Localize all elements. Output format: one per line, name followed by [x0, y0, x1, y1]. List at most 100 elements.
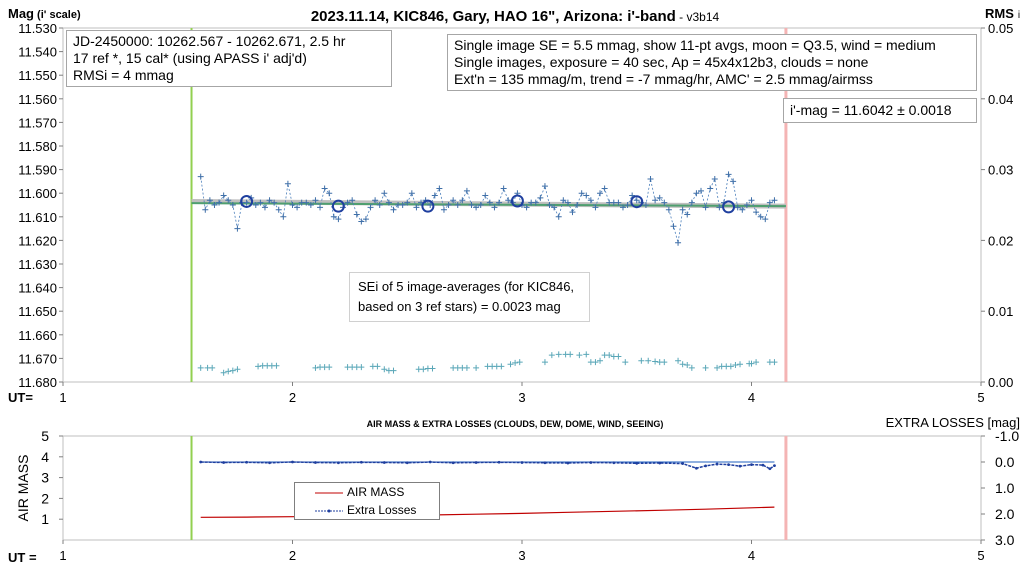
- lower-y-tick-label: 3: [41, 470, 49, 486]
- single-image-point: [679, 206, 686, 213]
- single-image-point: [505, 197, 512, 204]
- single-image-point: [546, 202, 553, 208]
- single-image-point: [367, 204, 374, 211]
- legend-item-extra-losses: Extra Losses: [347, 503, 417, 517]
- single-image-point: [197, 173, 204, 180]
- extra-losses-point: [761, 463, 765, 467]
- average-point: [421, 199, 435, 213]
- single-image-point: [344, 199, 351, 206]
- rms-point: [652, 358, 659, 365]
- rms-point: [473, 364, 480, 371]
- rms-point: [209, 364, 216, 371]
- rms-point: [225, 368, 232, 375]
- lower-y2-tick-label: 2.0: [995, 506, 1015, 522]
- single-image-point: [463, 187, 470, 194]
- rms-point: [661, 359, 668, 366]
- rms-point: [229, 367, 236, 374]
- single-image-point: [771, 197, 778, 204]
- single-image-point: [560, 197, 567, 204]
- rms-point: [567, 351, 574, 358]
- single-image-point: [633, 197, 640, 204]
- lower-x-tick-label: 5: [977, 548, 984, 563]
- rms-point: [737, 361, 744, 368]
- extra-losses-point: [543, 461, 547, 465]
- single-image-point: [312, 197, 319, 204]
- rms-point: [597, 357, 604, 364]
- extra-losses-point: [222, 461, 226, 464]
- info-right-line-3: Ext'n = 135 mmag/m, trend = -7 mmag/hr, …: [454, 71, 873, 87]
- y2-tick-label: 0.00: [988, 375, 1013, 390]
- lower-plot-area: [62, 435, 982, 541]
- extra-losses-point: [612, 461, 616, 465]
- y2-tick-label: 0.01: [988, 304, 1013, 319]
- rms-point: [507, 361, 514, 368]
- lower-x-tick-label: 3: [518, 548, 525, 563]
- single-image-point: [661, 199, 668, 206]
- info-box-right: Single image SE = 5.5 mmag, show 11-pt a…: [447, 34, 977, 91]
- single-image-point: [358, 218, 365, 225]
- single-image-point: [225, 197, 232, 204]
- y2-tick-label: 0.04: [988, 92, 1013, 107]
- lower-y2-tick-label: 1.0: [995, 480, 1015, 496]
- single-image-point: [665, 206, 672, 213]
- y-tick-label: 11.670: [18, 351, 57, 366]
- single-image-point: [486, 199, 493, 206]
- single-image-point: [294, 204, 301, 211]
- extra-losses-point: [359, 460, 363, 464]
- rms-point: [753, 359, 760, 366]
- rms-point: [684, 362, 691, 369]
- single-image-point: [353, 211, 360, 218]
- single-image-point: [716, 204, 723, 211]
- single-image-point: [326, 190, 333, 197]
- y-tick-label: 11.590: [18, 163, 57, 178]
- mag-result: i'-mag = 11.6042 ± 0.0018: [790, 102, 952, 118]
- single-image-point: [381, 190, 388, 197]
- x-tick-label: 1: [59, 390, 66, 405]
- extra-losses-point: [738, 464, 742, 468]
- rms-point: [326, 364, 333, 371]
- rms-point: [622, 359, 629, 366]
- single-image-point: [280, 213, 287, 220]
- single-image-point: [362, 216, 369, 223]
- lower-x-axis-label: UT =: [8, 550, 37, 565]
- single-image-point: [440, 206, 447, 213]
- rms-point: [234, 366, 241, 373]
- lower-chart-title: AIR MASS & EXTRA LOSSES (CLOUDS, DEW, DO…: [367, 419, 664, 429]
- single-image-point: [220, 192, 227, 199]
- rms-point: [498, 363, 505, 370]
- single-image-point: [491, 204, 498, 211]
- lower-y-axis-label: AIR MASS: [15, 455, 31, 522]
- extra-losses-point: [768, 467, 772, 471]
- extra-losses-point: [695, 466, 698, 470]
- single-image-point: [693, 190, 700, 197]
- single-image-point: [652, 197, 659, 204]
- single-image-point: [578, 190, 585, 197]
- y-tick-label: 11.680: [18, 375, 57, 390]
- single-image-point: [431, 192, 438, 199]
- single-image-point: [569, 209, 576, 216]
- legend-swatch-extra-losses-marker: [327, 509, 331, 513]
- average-point: [510, 194, 524, 208]
- extra-losses-point: [314, 461, 317, 464]
- extra-losses-point: [497, 460, 501, 464]
- single-image-point: [427, 202, 434, 208]
- single-image-point: [496, 199, 503, 206]
- single-image-point: [500, 185, 507, 192]
- y-tick-label: 11.600: [18, 186, 57, 201]
- single-image-point: [404, 199, 411, 206]
- y-tick-label: 11.530: [18, 21, 57, 36]
- rms-point: [197, 364, 204, 371]
- rms-point: [374, 363, 381, 370]
- fit-line: [191, 202, 786, 208]
- single-image-point: [317, 204, 324, 211]
- single-image-point: [587, 197, 594, 204]
- x-tick-label: 3: [518, 390, 525, 405]
- single-image-point: [330, 213, 337, 220]
- extra-losses-point: [405, 461, 409, 465]
- x-axis-label: UT=: [8, 390, 33, 405]
- single-image-point: [743, 202, 750, 208]
- rms-point: [512, 359, 519, 366]
- single-image-point: [532, 199, 539, 206]
- single-image-point: [583, 192, 590, 199]
- lower-y-tick-label: 1: [41, 511, 49, 527]
